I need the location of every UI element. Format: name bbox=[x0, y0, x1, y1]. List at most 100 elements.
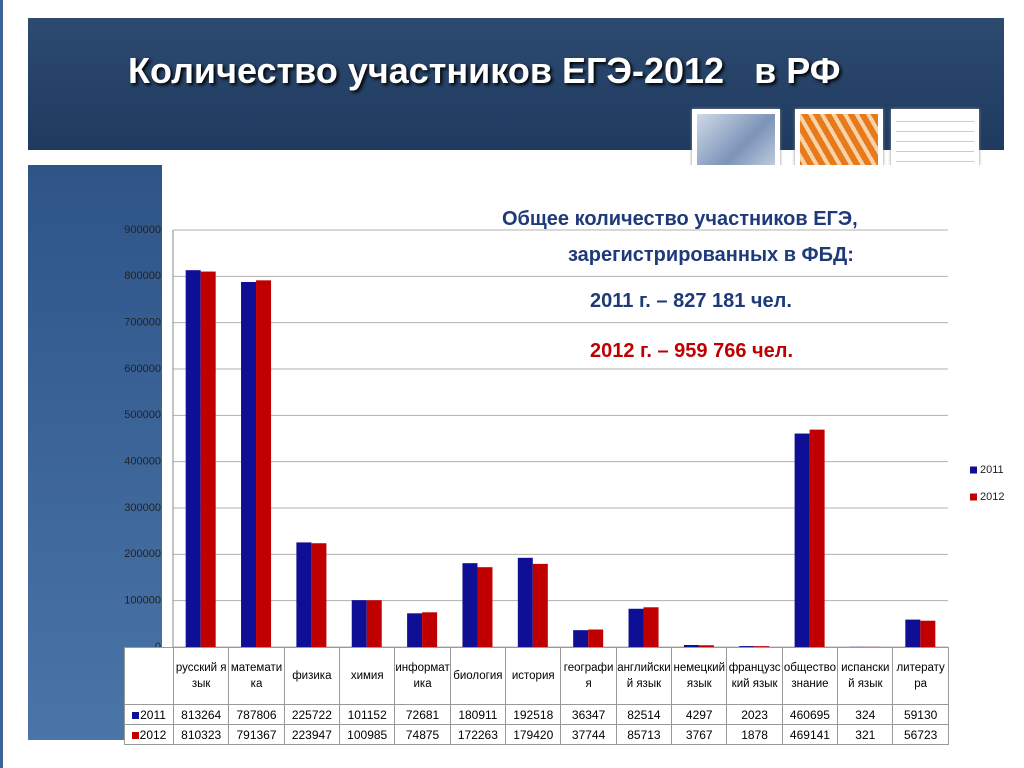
x-tick-label: химия bbox=[339, 647, 396, 705]
table-value: 36347 bbox=[560, 704, 617, 725]
table-value: 321 bbox=[837, 724, 894, 745]
bar bbox=[462, 563, 478, 647]
y-tick-label: 600000 bbox=[124, 363, 161, 375]
bar bbox=[366, 600, 382, 647]
x-tick-label: математика bbox=[228, 647, 285, 705]
bar bbox=[920, 620, 936, 647]
x-tick-label: немецкий язык bbox=[671, 647, 728, 705]
table-value: 787806 bbox=[228, 704, 285, 725]
y-tick-label: 900000 bbox=[124, 224, 161, 236]
x-tick-label: информатика bbox=[394, 647, 451, 705]
info-text: Общее количество участников ЕГЭ, bbox=[502, 208, 858, 230]
bar bbox=[296, 542, 312, 647]
y-tick-label: 800000 bbox=[124, 270, 161, 282]
bar bbox=[628, 608, 644, 647]
table-value: 100985 bbox=[339, 724, 396, 745]
table-value: 4297 bbox=[671, 704, 728, 725]
table-value: 223947 bbox=[283, 724, 341, 745]
table-value: 59130 bbox=[892, 704, 949, 725]
bar bbox=[739, 646, 755, 647]
bar bbox=[588, 629, 604, 647]
y-tick-label: 400000 bbox=[124, 456, 161, 468]
info-text: 2012 г. – 959 766 чел. bbox=[590, 340, 794, 362]
slide-title: Количество участников ЕГЭ-2012 в РФ bbox=[128, 50, 841, 91]
side-panel bbox=[28, 165, 162, 740]
table-value: 2023 bbox=[726, 704, 783, 725]
table-value: 3767 bbox=[671, 724, 728, 745]
data-table: русский язык математика физика химия информа… bbox=[124, 647, 949, 745]
series-cell: 2011 bbox=[124, 704, 174, 725]
legend-swatch bbox=[970, 466, 977, 474]
table-value: 37744 bbox=[560, 724, 617, 745]
table-value: 82514 bbox=[615, 704, 673, 725]
table-value: 192518 bbox=[505, 704, 562, 725]
bar bbox=[407, 613, 423, 647]
x-tick-label: литература bbox=[892, 647, 949, 705]
legend-swatch bbox=[131, 731, 139, 739]
bar bbox=[517, 557, 533, 647]
series-cell: 2012 bbox=[124, 724, 174, 745]
table-value: 74875 bbox=[394, 724, 451, 745]
x-tick-label: испанский язык bbox=[837, 647, 894, 705]
bar bbox=[754, 646, 770, 647]
y-tick-label: 0 bbox=[155, 641, 161, 653]
table-row: 2012 810323 791367 223947 100985 74875 172263 1… bbox=[124, 724, 949, 745]
bar bbox=[905, 619, 921, 647]
table-value: 101152 bbox=[339, 704, 396, 725]
bar bbox=[698, 645, 714, 647]
x-tick-label: география bbox=[560, 647, 617, 705]
table-corner bbox=[124, 647, 174, 705]
y-tick-label: 700000 bbox=[124, 317, 161, 329]
x-tick-label: обществознание bbox=[781, 647, 839, 705]
table-value: 813264 bbox=[172, 704, 230, 725]
legend-label: 2011 bbox=[980, 464, 1004, 476]
table-value: 85713 bbox=[615, 724, 673, 745]
bar bbox=[573, 630, 589, 647]
info-text: 2011 г. – 827 181 чел. bbox=[590, 290, 792, 312]
table-value: 1878 bbox=[726, 724, 783, 745]
table-value: 810323 bbox=[172, 724, 230, 745]
bar bbox=[311, 543, 327, 647]
y-tick-label: 500000 bbox=[124, 409, 161, 421]
table-value: 56723 bbox=[892, 724, 949, 745]
series-name: 2011 bbox=[140, 707, 166, 722]
table-row: 2011 813264 787806 225722 101152 72681 180911 1… bbox=[124, 704, 949, 725]
bar bbox=[351, 600, 367, 647]
edge bbox=[0, 0, 3, 768]
table-value: 791367 bbox=[228, 724, 285, 745]
y-tick-label: 300000 bbox=[124, 502, 161, 514]
x-tick-label: английский язык bbox=[615, 647, 673, 705]
table-value: 179420 bbox=[505, 724, 562, 745]
bar bbox=[200, 271, 216, 647]
legend-swatch bbox=[132, 711, 140, 719]
table-value: 180911 bbox=[449, 704, 507, 725]
x-tick-label: биология bbox=[449, 647, 507, 705]
bar bbox=[241, 281, 257, 647]
y-tick-label: 100000 bbox=[124, 595, 161, 607]
bar bbox=[477, 567, 493, 647]
legend-label: 2012 bbox=[980, 491, 1004, 503]
legend-swatch bbox=[970, 493, 977, 501]
table-value: 324 bbox=[837, 704, 894, 725]
y-tick-label: 200000 bbox=[124, 548, 161, 560]
table-value: 469141 bbox=[781, 724, 839, 745]
x-tick-label: русский язык bbox=[172, 647, 230, 705]
bar bbox=[422, 612, 438, 647]
x-tick-label: физика bbox=[283, 647, 341, 705]
bar bbox=[809, 429, 825, 647]
bar bbox=[683, 645, 699, 647]
bar bbox=[794, 433, 810, 647]
bar bbox=[256, 280, 272, 647]
table-value: 172263 bbox=[449, 724, 507, 745]
table-row: русский язык математика физика химия информа… bbox=[124, 647, 949, 705]
x-tick-label: французский язык bbox=[726, 647, 783, 705]
table-value: 72681 bbox=[394, 704, 451, 725]
x-tick-label: история bbox=[505, 647, 562, 705]
bar bbox=[643, 607, 659, 647]
series-name: 2012 bbox=[139, 727, 167, 742]
table-value: 460695 bbox=[781, 704, 839, 725]
info-text: зарегистрированных в ФБД: bbox=[568, 244, 854, 266]
bar bbox=[532, 563, 548, 647]
table-value: 225722 bbox=[283, 704, 341, 725]
